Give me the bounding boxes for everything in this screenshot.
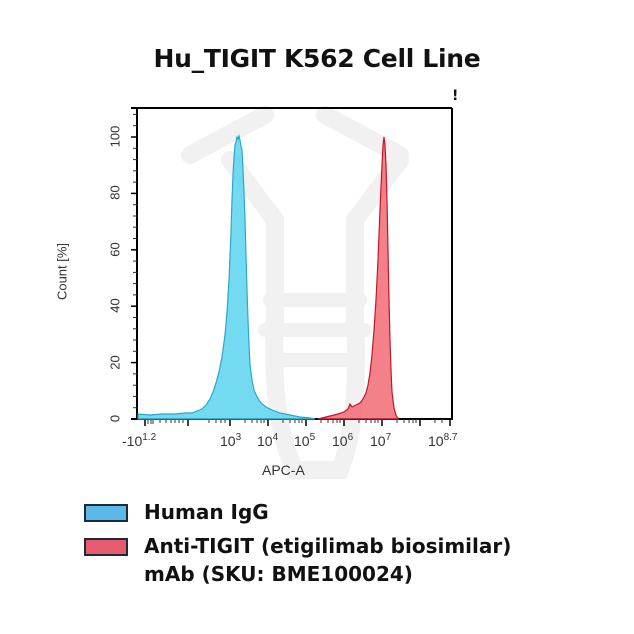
y-tick-label: 20: [107, 355, 123, 370]
x-tick-label: 104: [257, 432, 279, 449]
legend-item-anti-tigit: Anti-TIGIT (etigilimab biosimilar) mAb (…: [84, 532, 511, 588]
x-tick-label: 106: [332, 432, 354, 449]
legend-label: Anti-TIGIT (etigilimab biosimilar): [144, 534, 512, 558]
corner-mark: !: [452, 88, 459, 104]
y-axis-label: Count [%]: [54, 242, 70, 301]
x-axis-label: APC-A: [262, 462, 305, 478]
y-minor-ticks: [133, 113, 137, 409]
y-tick-label: 40: [107, 298, 123, 313]
x-minor-ticks: [147, 419, 443, 424]
x-tick-label: 108.7: [428, 432, 458, 449]
x-tick-label: -101.2: [122, 432, 157, 449]
legend-swatch-blue: [84, 504, 128, 522]
series-anti-tigit: [317, 136, 399, 420]
x-tick-label: 103: [220, 432, 242, 449]
y-tick-label: 0: [107, 414, 123, 423]
y-tick-label: 60: [107, 242, 123, 257]
x-tick-label: 107: [370, 432, 392, 449]
legend: Human IgG Anti-TIGIT (etigilimab biosimi…: [84, 498, 511, 594]
watermark-icon: [181, 106, 409, 479]
x-ticks: [144, 419, 451, 426]
legend-item-human-igg: Human IgG: [84, 498, 511, 526]
legend-label: Human IgG: [144, 500, 269, 524]
legend-swatch-red: [84, 538, 128, 556]
y-ticks: [131, 136, 137, 420]
series-human-igg: [137, 133, 316, 420]
legend-label-line2: mAb (SKU: BME100024): [144, 562, 413, 586]
y-tick-label: 80: [107, 185, 123, 200]
chart-title: Hu_TIGIT K562 Cell Line: [153, 44, 481, 73]
x-tick-label: 105: [294, 432, 316, 449]
y-tick-label: 100: [107, 125, 123, 148]
